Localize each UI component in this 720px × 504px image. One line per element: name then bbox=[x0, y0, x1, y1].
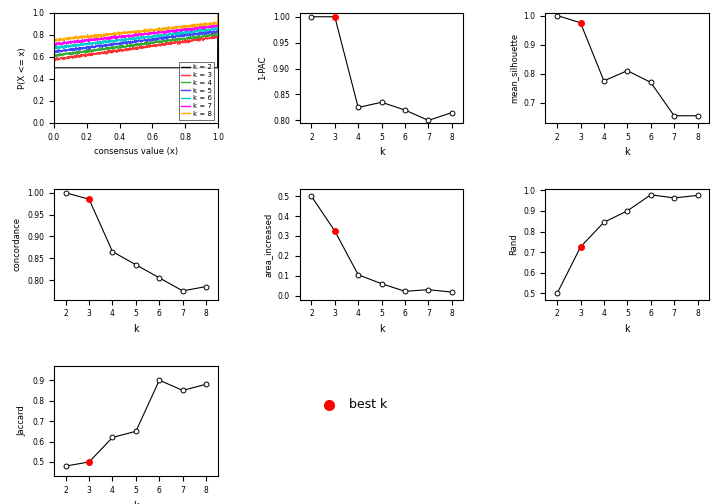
X-axis label: k: k bbox=[133, 500, 139, 504]
Y-axis label: P(X <= x): P(X <= x) bbox=[17, 47, 27, 89]
Y-axis label: 1-PAC: 1-PAC bbox=[258, 55, 267, 80]
Legend: k = 2, k = 3, k = 4, k = 5, k = 6, k = 7, k = 8: k = 2, k = 3, k = 4, k = 5, k = 6, k = 7… bbox=[179, 61, 215, 119]
Text: best k: best k bbox=[348, 398, 387, 411]
X-axis label: k: k bbox=[379, 147, 384, 157]
Y-axis label: area_increased: area_increased bbox=[264, 212, 272, 277]
Y-axis label: concordance: concordance bbox=[13, 217, 22, 272]
X-axis label: k: k bbox=[379, 324, 384, 334]
Y-axis label: Rand: Rand bbox=[509, 234, 518, 255]
Y-axis label: mean_silhouette: mean_silhouette bbox=[509, 33, 518, 103]
X-axis label: k: k bbox=[133, 324, 139, 334]
X-axis label: k: k bbox=[624, 147, 630, 157]
X-axis label: consensus value (x): consensus value (x) bbox=[94, 147, 178, 156]
X-axis label: k: k bbox=[624, 324, 630, 334]
Y-axis label: Jaccard: Jaccard bbox=[17, 406, 27, 436]
